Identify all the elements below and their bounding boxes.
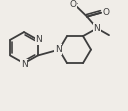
Text: O: O — [70, 0, 77, 9]
Text: N: N — [55, 45, 61, 54]
Text: N: N — [21, 60, 27, 69]
Text: N: N — [35, 35, 42, 44]
Text: O: O — [103, 8, 109, 17]
Text: N: N — [94, 24, 100, 33]
